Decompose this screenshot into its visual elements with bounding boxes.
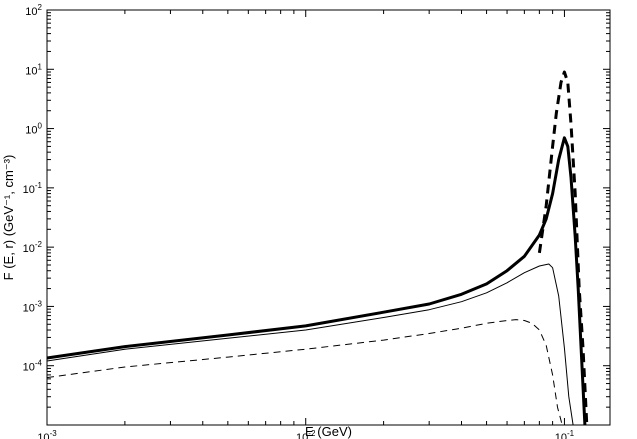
y-tick-label: 102 (25, 3, 42, 18)
y-axis-title: F (E, r) (GeV⁻¹, cm⁻³) (1, 155, 16, 281)
x-tick-label: 10-2 (296, 429, 316, 439)
series-line-thin-dashed (46, 319, 563, 426)
y-tick-label: 100 (25, 122, 42, 137)
series-group (46, 70, 589, 426)
x-tick-label: 10-1 (555, 429, 575, 439)
x-axis-title: E (GeV) (305, 424, 352, 439)
series-line-thin-solid (46, 263, 574, 426)
y-tick-label: 10-1 (23, 181, 43, 196)
y-tick-label: 10-3 (23, 299, 43, 314)
x-tick-label: 10-3 (37, 429, 57, 439)
plot-frame (46, 9, 611, 426)
series-line-thick-dashed (537, 70, 589, 426)
tick-group (46, 9, 610, 426)
y-tick-label: 10-4 (23, 359, 43, 374)
tick-label-group: 10-3 10-2 10-1 10-4 10-3 10-2 10-1 100 101 102 (23, 3, 575, 439)
y-tick-label: 101 (25, 62, 42, 77)
y-tick-label: 10-2 (23, 240, 43, 255)
series-line-thick-solid (46, 136, 587, 426)
